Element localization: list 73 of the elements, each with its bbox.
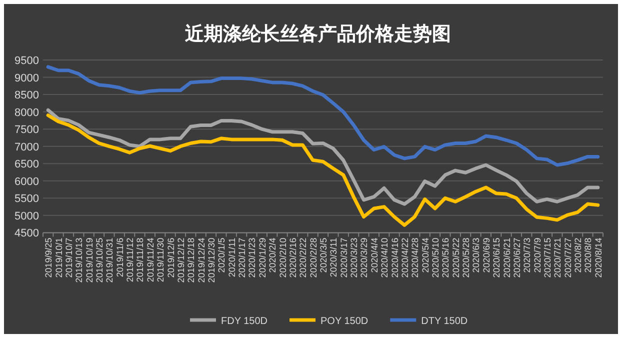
x-tick-label: 2020/2/16 — [288, 238, 298, 278]
x-tick-label: 2019/10/31 — [104, 238, 115, 283]
x-tick-label: 2019/10/7 — [64, 238, 74, 278]
x-tick-label: 2019/12/12 — [176, 238, 186, 283]
x-tick-label: 2020/6/21 — [502, 238, 512, 278]
legend-label: DTY 150D — [421, 316, 468, 327]
y-tick-label: 6500 — [14, 158, 39, 171]
x-tick-label: 2020/4/28 — [410, 238, 420, 278]
x-tick-label: 2020/7/21 — [552, 238, 563, 278]
y-tick-label: 9500 — [14, 55, 39, 67]
chart-title: 近期涤纶长丝各产品价格走势图 — [184, 23, 451, 45]
x-tick-label: 2020/4/16 — [390, 238, 400, 278]
x-tick-label: 2019/11/6 — [114, 238, 125, 278]
x-tick-label: 2020/1/17 — [237, 238, 248, 278]
x-tick-label: 2020/3/17 — [338, 238, 349, 278]
x-tick-label: 2020/8/2 — [573, 238, 584, 273]
x-tick-label: 2019/12/30 — [206, 238, 216, 283]
x-tick-label: 2020/3/5 — [318, 238, 328, 273]
line-series — [46, 65, 600, 167]
x-tick-label: 2019/11/12 — [125, 238, 136, 282]
y-tick-label: 7000 — [14, 141, 39, 154]
legend-label: FDY 150D — [221, 316, 268, 327]
y-tick-label: 5000 — [14, 210, 39, 222]
x-tick-label: 2019/10/19 — [84, 238, 94, 283]
x-tick-label: 2020/2/4 — [268, 238, 278, 273]
x-tick-label: 2020/3/11 — [328, 238, 339, 278]
x-tick-label: 2020/6/27 — [512, 238, 522, 278]
x-tick-label: 2019/12/24 — [196, 238, 206, 283]
y-tick-label: 9000 — [14, 72, 39, 84]
x-tick-label: 2020/1/5 — [216, 238, 227, 273]
x-tick-label: 2020/5/28 — [461, 238, 472, 278]
x-tick-label: 2020/1/29 — [257, 238, 268, 278]
x-tick-label: 2019/10/1 — [54, 238, 64, 278]
x-tick-label: 2020/1/11 — [226, 238, 237, 278]
x-tick-label: 2020/5/16 — [440, 238, 451, 278]
x-tick-label: 2020/7/15 — [542, 238, 552, 278]
x-tick-label: 2020/6/9 — [481, 238, 492, 273]
x-tick-label: 2020/8/8 — [583, 238, 594, 273]
x-tick-label: 2020/3/29 — [359, 238, 370, 278]
y-tick-label: 8000 — [14, 106, 39, 119]
y-tick-label: 8500 — [14, 90, 39, 102]
x-tick-label: 2019/12/18 — [186, 238, 196, 283]
x-tick-label: 2019/11/18 — [135, 238, 146, 282]
x-tick-label: 2020/4/4 — [369, 238, 380, 273]
line-series — [46, 114, 600, 227]
x-tick-label: 2019/10/25 — [94, 238, 104, 283]
x-tick-label: 2020/7/3 — [522, 238, 532, 273]
y-tick-label: 6000 — [14, 176, 39, 188]
x-tick-label: 2020/1/23 — [247, 238, 258, 278]
x-tick-label: 2020/2/10 — [278, 238, 288, 278]
x-tick-label: 2020/6/15 — [492, 238, 502, 278]
y-tick-label: 4500 — [14, 228, 39, 240]
x-tick-label: 2020/2/22 — [298, 238, 308, 278]
y-tick-label: 5500 — [14, 193, 39, 206]
x-tick-label: 2019/9/25 — [44, 238, 54, 278]
x-tick-label: 2020/5/4 — [420, 238, 430, 273]
x-tick-label: 2020/4/22 — [400, 238, 410, 278]
y-tick-label: 7500 — [14, 124, 39, 136]
x-tick-label: 2020/7/27 — [562, 238, 573, 278]
x-tick-label: 2020/3/23 — [349, 238, 360, 278]
line-series — [46, 108, 600, 206]
legend-label: POY 150D — [320, 316, 368, 327]
x-tick-label: 2020/4/10 — [380, 238, 390, 278]
x-tick-label: 2020/8/14 — [593, 238, 604, 278]
x-tick-label: 2020/5/22 — [450, 238, 461, 278]
x-tick-label: 2020/7/9 — [532, 238, 542, 273]
x-tick-label: 2019/11/30 — [156, 238, 166, 282]
x-tick-label: 2020/2/28 — [308, 238, 318, 278]
x-tick-label: 2020/6/3 — [471, 238, 482, 273]
x-tick-label: 2020/5/10 — [430, 238, 440, 278]
x-tick-label: 2019/12/6 — [166, 238, 176, 278]
x-tick-label: 2019/11/24 — [145, 238, 156, 282]
x-tick-label: 2019/10/13 — [74, 238, 84, 283]
